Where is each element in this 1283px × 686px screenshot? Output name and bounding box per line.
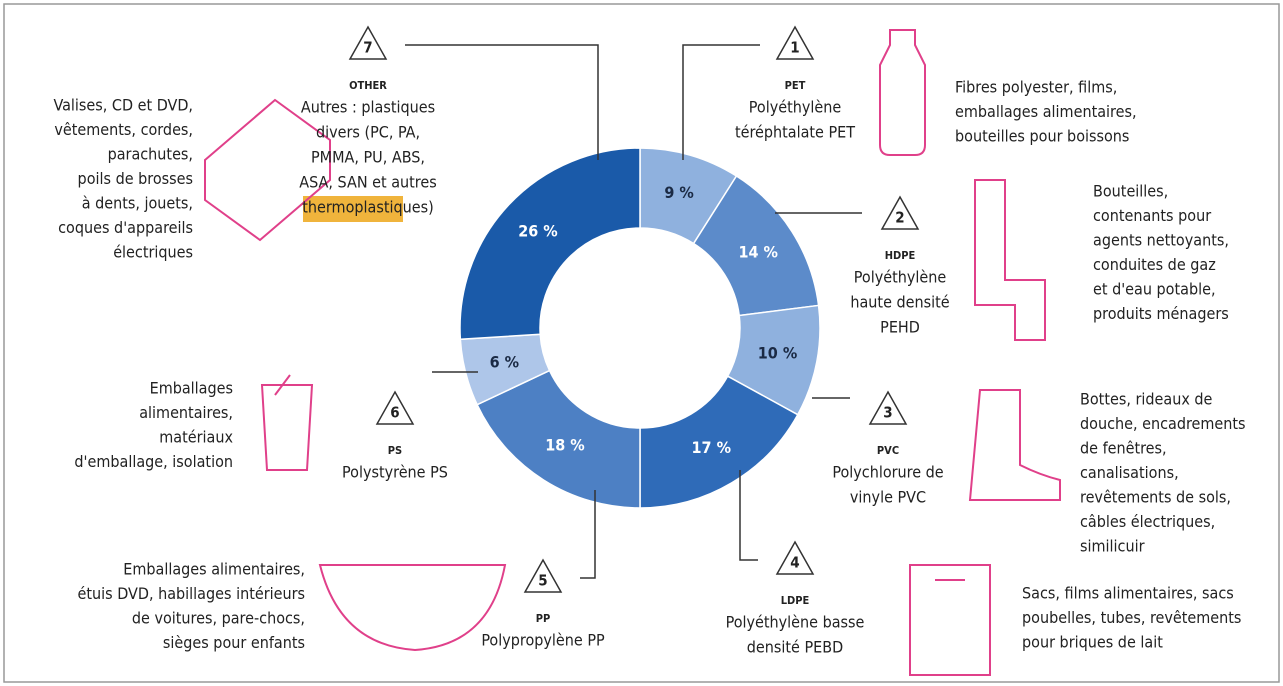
uses-text: Emballages <box>150 379 233 398</box>
value-label: 14 % <box>738 242 777 261</box>
resin-name: haute densité <box>850 293 949 312</box>
resin-name: ASA, SAN et autres <box>299 173 436 192</box>
uses-text: Sacs, films alimentaires, sacs <box>1022 584 1234 603</box>
resin-name: téréphtalate PET <box>735 123 855 142</box>
resin-name: thermoplastiques) <box>302 198 433 217</box>
uses-text: canalisations, <box>1080 463 1179 482</box>
resin-code: 3 <box>883 404 892 422</box>
resin-abbr: PET <box>785 79 806 92</box>
uses-text: Valises, CD et DVD, <box>53 96 193 115</box>
uses-text: Fibres polyester, films, <box>955 78 1117 97</box>
value-label: 26 % <box>518 222 557 241</box>
uses-text: poils de brosses <box>78 169 193 188</box>
uses-text: d'emballage, isolation <box>74 452 233 471</box>
uses-text: contenants pour <box>1093 206 1211 225</box>
value-label: 17 % <box>692 438 731 457</box>
resin-name: Polychlorure de <box>832 463 943 482</box>
uses-text: bouteilles pour boissons <box>955 127 1129 146</box>
uses-text: matériaux <box>159 428 233 447</box>
resin-code: 1 <box>790 39 799 57</box>
uses-text: de fenêtres, <box>1080 439 1167 458</box>
uses-text: vêtements, cordes, <box>54 120 193 139</box>
resin-code: 6 <box>390 404 399 422</box>
uses-text: douche, encadrements <box>1080 414 1246 433</box>
uses-text: revêtements de sols, <box>1080 488 1231 507</box>
resin-name: Polyéthylène basse <box>726 613 865 632</box>
uses-text: câbles électriques, <box>1080 512 1215 531</box>
resin-name: Polystyrène PS <box>342 463 448 482</box>
uses-text: Emballages alimentaires, <box>123 560 305 579</box>
uses-text: alimentaires, <box>139 403 233 422</box>
uses-text: à dents, jouets, <box>82 194 193 213</box>
resin-name: PMMA, PU, ABS, <box>311 148 425 167</box>
resin-name: vinyle PVC <box>850 488 926 507</box>
uses-text: Bouteilles, <box>1093 182 1168 201</box>
resin-name: PEHD <box>880 318 920 337</box>
resin-abbr: LDPE <box>781 594 810 607</box>
uses-text: coques d'appareils <box>58 218 193 237</box>
uses-text: sièges pour enfants <box>163 633 305 652</box>
value-label: 9 % <box>664 183 693 202</box>
uses-text: étuis DVD, habillages intérieurs <box>78 584 305 603</box>
resin-code: 2 <box>895 209 904 227</box>
resin-abbr: OTHER <box>349 79 387 92</box>
resin-abbr: PVC <box>877 444 899 457</box>
uses-text: emballages alimentaires, <box>955 102 1137 121</box>
resin-name: Autres : plastiques <box>301 98 435 117</box>
resin-abbr: PP <box>536 612 551 625</box>
uses-text: de voitures, pare-chocs, <box>132 609 305 628</box>
uses-text: parachutes, <box>108 145 193 164</box>
uses-text: électriques <box>113 243 193 262</box>
resin-name: divers (PC, PA, <box>316 123 420 142</box>
resin-name: Polyéthylène <box>749 98 842 117</box>
resin-code: 5 <box>538 572 547 590</box>
resin-abbr: HDPE <box>885 249 916 262</box>
resin-name: Polyéthylène <box>854 268 947 287</box>
uses-text: et d'eau potable, <box>1093 280 1216 299</box>
infographic: 9 % 14 % 10 % 17 % 18 % 6 % 26 % 1 PET Polyéthylè… <box>0 0 1283 686</box>
value-label: 10 % <box>758 344 797 363</box>
value-label: 18 % <box>545 436 584 455</box>
uses-text: conduites de gaz <box>1093 255 1216 274</box>
uses-text: similicuir <box>1080 537 1145 556</box>
resin-name: densité PEBD <box>747 638 843 657</box>
resin-code: 7 <box>363 39 372 57</box>
uses-text: produits ménagers <box>1093 304 1229 323</box>
uses-text: poubelles, tubes, revêtements <box>1022 608 1241 627</box>
resin-name: Polypropylène PP <box>481 631 605 650</box>
resin-code: 4 <box>790 554 799 572</box>
resin-abbr: PS <box>388 444 402 457</box>
uses-text: agents nettoyants, <box>1093 231 1229 250</box>
uses-text: Bottes, rideaux de <box>1080 390 1213 409</box>
uses-text: pour briques de lait <box>1022 633 1163 652</box>
value-label: 6 % <box>490 352 519 371</box>
